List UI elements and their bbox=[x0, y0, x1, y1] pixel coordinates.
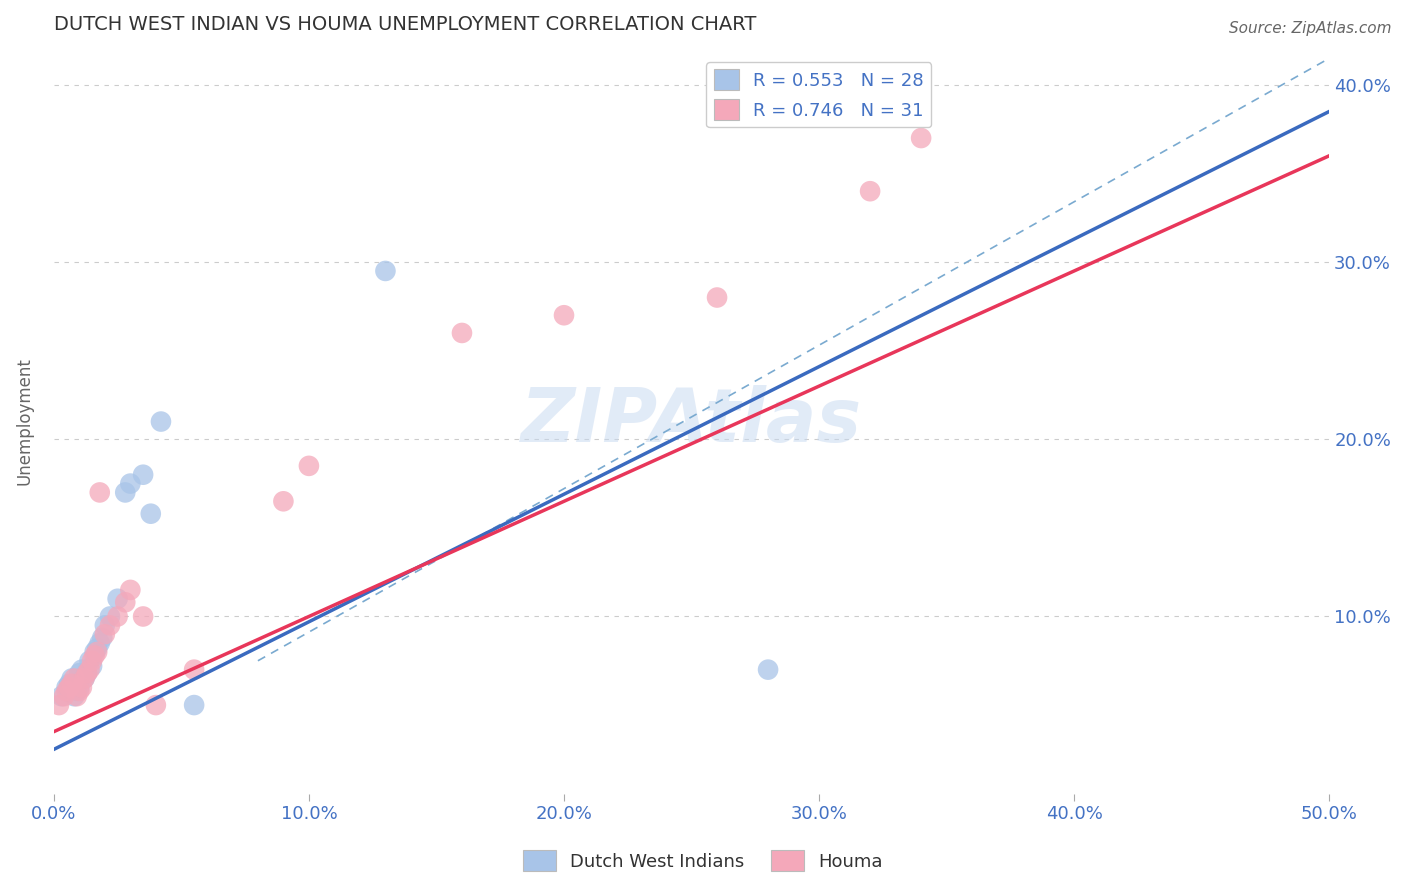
Point bbox=[79, 663, 101, 677]
Point bbox=[76, 666, 98, 681]
Point bbox=[756, 663, 779, 677]
Point bbox=[553, 308, 575, 322]
Point bbox=[66, 684, 89, 698]
Point bbox=[132, 467, 155, 482]
Point bbox=[706, 291, 728, 305]
Point bbox=[58, 681, 80, 695]
Point bbox=[60, 672, 83, 686]
Point bbox=[98, 618, 121, 632]
Point bbox=[859, 184, 882, 198]
Point bbox=[183, 698, 205, 712]
Point bbox=[298, 458, 321, 473]
Point bbox=[60, 677, 83, 691]
Point bbox=[107, 609, 129, 624]
Point bbox=[53, 690, 76, 704]
Point bbox=[89, 485, 111, 500]
Text: ZIPAtlas: ZIPAtlas bbox=[522, 385, 862, 458]
Point bbox=[83, 645, 105, 659]
Point bbox=[94, 618, 117, 632]
Point bbox=[70, 663, 93, 677]
Point bbox=[910, 131, 932, 145]
Point bbox=[89, 636, 111, 650]
Point bbox=[273, 494, 295, 508]
Point bbox=[120, 582, 142, 597]
Point bbox=[451, 326, 474, 340]
Point bbox=[79, 654, 101, 668]
Point bbox=[66, 690, 89, 704]
Point bbox=[183, 663, 205, 677]
Point bbox=[83, 648, 105, 663]
Point bbox=[107, 591, 129, 606]
Point bbox=[114, 595, 136, 609]
Text: Source: ZipAtlas.com: Source: ZipAtlas.com bbox=[1229, 21, 1392, 36]
Point bbox=[86, 641, 108, 656]
Point bbox=[63, 672, 86, 686]
Text: DUTCH WEST INDIAN VS HOUMA UNEMPLOYMENT CORRELATION CHART: DUTCH WEST INDIAN VS HOUMA UNEMPLOYMENT … bbox=[53, 15, 756, 34]
Point bbox=[55, 681, 77, 695]
Point bbox=[82, 654, 104, 668]
Point bbox=[63, 690, 86, 704]
Point bbox=[70, 681, 93, 695]
Point bbox=[374, 264, 396, 278]
Y-axis label: Unemployment: Unemployment bbox=[15, 358, 32, 485]
Point bbox=[48, 698, 70, 712]
Point bbox=[114, 485, 136, 500]
Point bbox=[73, 672, 96, 686]
Point bbox=[82, 659, 104, 673]
Point bbox=[149, 415, 172, 429]
Point bbox=[67, 681, 90, 695]
Point bbox=[91, 631, 114, 645]
Point bbox=[98, 609, 121, 624]
Legend: Dutch West Indians, Houma: Dutch West Indians, Houma bbox=[516, 843, 890, 879]
Point bbox=[67, 666, 90, 681]
Point bbox=[132, 609, 155, 624]
Point bbox=[139, 507, 162, 521]
Point bbox=[58, 677, 80, 691]
Point bbox=[51, 690, 73, 704]
Point bbox=[145, 698, 167, 712]
Point bbox=[76, 666, 98, 681]
Point bbox=[67, 684, 90, 698]
Point bbox=[73, 672, 96, 686]
Point bbox=[55, 684, 77, 698]
Legend: R = 0.553   N = 28, R = 0.746   N = 31: R = 0.553 N = 28, R = 0.746 N = 31 bbox=[706, 62, 931, 128]
Point bbox=[94, 627, 117, 641]
Point bbox=[120, 476, 142, 491]
Point bbox=[86, 645, 108, 659]
